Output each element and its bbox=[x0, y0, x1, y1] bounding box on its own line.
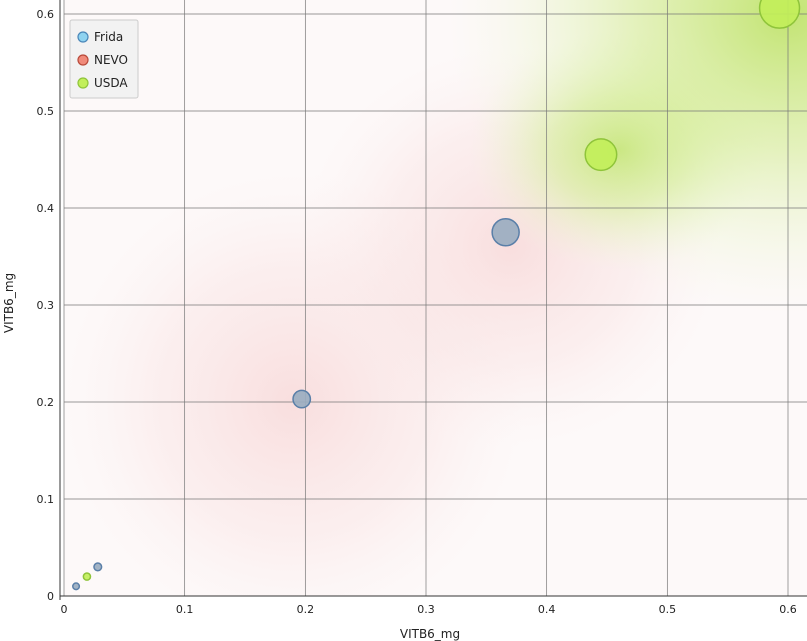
data-point-frida bbox=[292, 389, 312, 409]
data-point-frida bbox=[93, 562, 103, 572]
data-point-frida bbox=[72, 582, 81, 591]
y-tick-label: 0.4 bbox=[37, 202, 55, 215]
data-point-usda bbox=[82, 572, 92, 581]
legend-label-nevo: NEVO bbox=[94, 53, 128, 67]
x-tick-label: 0.6 bbox=[779, 603, 797, 616]
x-tick-label: 0.2 bbox=[297, 603, 315, 616]
x-tick-label: 0.1 bbox=[176, 603, 194, 616]
x-tick-label: 0 bbox=[61, 603, 68, 616]
data-point-usda bbox=[758, 0, 801, 29]
legend-label-usda: USDA bbox=[94, 76, 128, 90]
legend-marker-usda bbox=[77, 77, 89, 89]
x-tick-labels: 0 0.1 0.2 0.3 0.4 0.5 0.6 bbox=[61, 603, 797, 616]
data-point-frida bbox=[491, 218, 520, 247]
legend-marker-frida bbox=[77, 31, 89, 43]
x-axis-title: VITB6_mg bbox=[400, 627, 460, 641]
x-tick-label: 0.5 bbox=[659, 603, 677, 616]
legend: Frida NEVO USDA bbox=[69, 19, 139, 99]
legend-marker-nevo bbox=[77, 54, 89, 66]
y-tick-label: 0.5 bbox=[37, 105, 55, 118]
y-tick-label: 0 bbox=[47, 590, 54, 603]
y-axis-title: VITB6_mg bbox=[2, 273, 16, 333]
data-points bbox=[72, 0, 801, 591]
data-point-usda bbox=[584, 138, 618, 172]
y-tick-label: 0.2 bbox=[37, 396, 55, 409]
y-tick-label: 0.3 bbox=[37, 299, 55, 312]
density-glow-usda-high bbox=[448, 0, 807, 314]
y-tick-labels: 0 0.1 0.2 0.3 0.4 0.5 0.6 bbox=[37, 8, 55, 603]
y-tick-label: 0.6 bbox=[37, 8, 55, 21]
axes bbox=[59, 0, 807, 600]
x-tick-label: 0.3 bbox=[417, 603, 435, 616]
legend-label-frida: Frida bbox=[94, 30, 123, 44]
y-tick-label: 0.1 bbox=[37, 493, 55, 506]
x-tick-label: 0.4 bbox=[538, 603, 556, 616]
